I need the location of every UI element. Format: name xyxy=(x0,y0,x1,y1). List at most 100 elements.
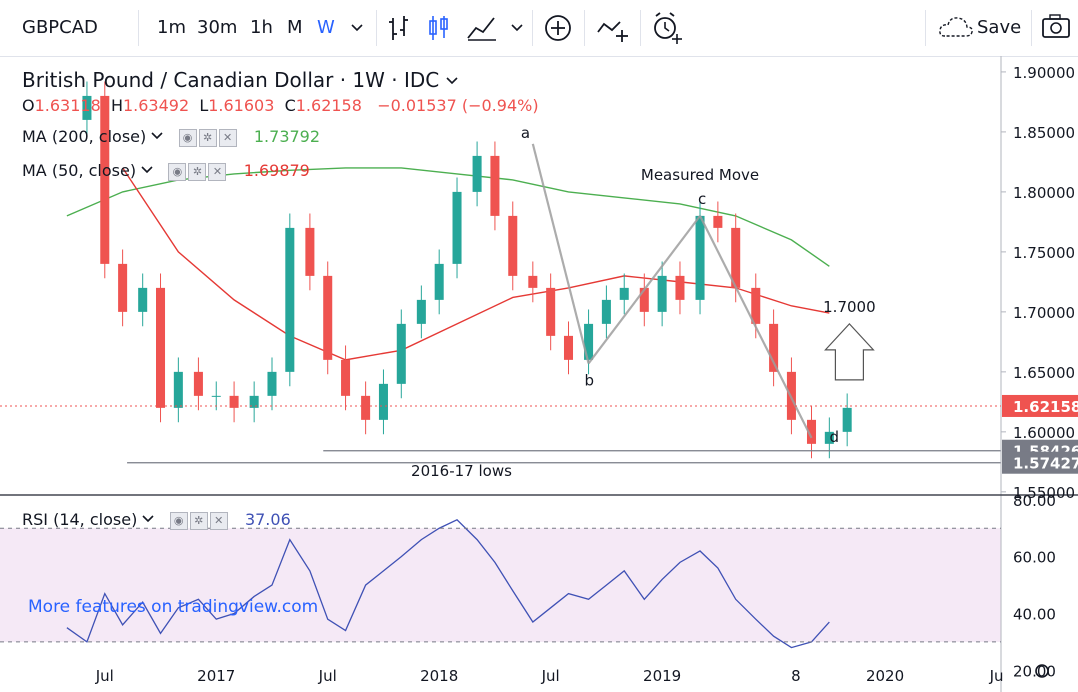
wave-label: c xyxy=(698,190,706,208)
measured-move-leg xyxy=(699,215,813,439)
ma200-legend: MA (200, close) ◉ ✲ ✕ 1.73792 xyxy=(22,127,320,147)
candle-chart-type-button[interactable] xyxy=(427,0,451,56)
chart-annotation: Measured Move xyxy=(641,166,759,184)
price-candle xyxy=(528,275,538,288)
eye-icon[interactable]: ◉ xyxy=(178,128,197,147)
alarm-clock-icon xyxy=(654,12,682,44)
compare-symbol-button[interactable] xyxy=(596,0,630,56)
ma50-value: 1.69879 xyxy=(243,161,310,180)
low-value: 1.61603 xyxy=(208,96,275,115)
target-up-arrow xyxy=(824,322,875,381)
y-tick-label: 1.80000 xyxy=(1013,184,1075,202)
price-candle xyxy=(323,275,333,360)
close-icon[interactable]: ✕ xyxy=(208,162,227,181)
change-value: −0.01537 (−0.94%) xyxy=(377,96,539,115)
ma50-layer xyxy=(122,167,830,361)
high-value: 1.63492 xyxy=(122,96,190,115)
measured-move-leg xyxy=(531,143,590,364)
y-tick-label: 1.70000 xyxy=(1013,304,1075,322)
toolbar-divider xyxy=(1031,10,1032,46)
price-candle xyxy=(305,227,315,276)
interval-month-button[interactable]: M xyxy=(287,17,303,38)
price-candle xyxy=(267,371,277,396)
chevron-down-icon[interactable] xyxy=(142,513,154,525)
price-candle xyxy=(452,191,462,264)
close-label: C xyxy=(284,96,296,115)
chart-annotation: 1.7000 xyxy=(823,298,876,316)
x-tick-label: 8 xyxy=(791,667,801,685)
price-candle xyxy=(285,227,295,372)
tradingview-watermark[interactable]: More features on tradingview.com xyxy=(28,597,319,617)
price-candle xyxy=(713,215,723,228)
close-icon[interactable]: ✕ xyxy=(218,128,237,147)
gear-icon[interactable]: ✲ xyxy=(189,511,208,530)
interval-30m-button[interactable]: 30m xyxy=(197,17,238,38)
area-chart-type-button[interactable] xyxy=(466,0,498,56)
chevron-down-icon[interactable] xyxy=(151,130,163,142)
price-candle xyxy=(229,395,239,408)
toolbar-divider xyxy=(376,10,377,46)
price-candle xyxy=(361,395,371,420)
rsi-value: 37.06 xyxy=(244,510,291,529)
price-label-text: 1.62158 xyxy=(1013,398,1078,416)
close-icon[interactable]: ✕ xyxy=(209,511,228,530)
price-candle xyxy=(173,371,183,408)
rsi-layer xyxy=(66,518,830,649)
x-tick-label: Jul xyxy=(95,667,114,685)
price-candle xyxy=(563,335,574,360)
price-candle xyxy=(249,395,259,408)
low-label: L xyxy=(199,96,209,115)
toolbar-divider xyxy=(925,10,926,46)
price-candle xyxy=(842,407,852,432)
chevron-down-icon[interactable] xyxy=(446,75,458,87)
compare-icon xyxy=(597,21,628,42)
chevron-down-icon xyxy=(511,24,523,32)
ohlc-readout: O1.63118 H1.63492 L1.61603 C1.62158 −0.0… xyxy=(22,96,539,115)
toolbar-divider xyxy=(138,10,139,46)
high-label: H xyxy=(110,96,123,115)
interval-1h-button[interactable]: 1h xyxy=(250,17,273,38)
price-candle xyxy=(657,275,667,312)
candles-icon xyxy=(429,16,448,40)
toolbar-divider xyxy=(584,10,585,46)
settings-gear-icon xyxy=(1035,664,1049,678)
wave-label: b xyxy=(585,371,595,389)
bars-icon xyxy=(389,16,408,40)
symbol-search-button[interactable]: GBPCAD xyxy=(22,17,98,38)
wave-pattern: a b c d xyxy=(521,124,839,446)
price-candle xyxy=(508,215,518,276)
rsi-tick-label: 40.00 xyxy=(1013,605,1056,623)
price-candle xyxy=(378,383,388,420)
chevron-down-icon[interactable] xyxy=(141,164,153,176)
ma200-label: MA (200, close) xyxy=(22,127,147,146)
y-tick-label: 1.85000 xyxy=(1013,124,1075,142)
price-candle xyxy=(82,95,92,120)
bar-chart-type-button[interactable] xyxy=(387,0,411,56)
rsi-tick-label: 80.00 xyxy=(1013,492,1056,510)
ma50-legend: MA (50, close) ◉ ✲ ✕ 1.69879 xyxy=(22,161,310,181)
eye-icon[interactable]: ◉ xyxy=(169,511,188,530)
rsi-tick-label: 20.00 xyxy=(1013,662,1056,680)
chart-annotation: 2016-17 lows xyxy=(411,462,512,480)
save-button[interactable]: Save xyxy=(937,0,1027,56)
x-tick-label: Ju xyxy=(989,667,1004,685)
gear-icon[interactable]: ✲ xyxy=(198,128,217,147)
eye-icon[interactable]: ◉ xyxy=(168,162,187,181)
add-indicator-button[interactable] xyxy=(543,0,573,56)
chart-title-text: British Pound / Canadian Dollar · 1W · I… xyxy=(22,68,440,92)
price-candle xyxy=(769,323,779,372)
price-candle xyxy=(639,287,649,312)
price-layer xyxy=(82,81,852,459)
snapshot-button[interactable] xyxy=(1041,0,1071,56)
price-candle xyxy=(731,227,741,288)
chart-type-dropdown-button[interactable] xyxy=(510,0,526,56)
price-candle xyxy=(806,419,817,444)
price-label-text: 1.57427 xyxy=(1013,455,1078,473)
rsi-tick-label: 60.00 xyxy=(1013,549,1056,567)
create-alert-button[interactable] xyxy=(650,0,684,56)
interval-week-button[interactable]: W xyxy=(317,17,335,38)
interval-dropdown-button[interactable] xyxy=(350,0,368,56)
interval-1m-button[interactable]: 1m xyxy=(157,17,186,38)
gear-icon[interactable]: ✲ xyxy=(188,162,207,181)
